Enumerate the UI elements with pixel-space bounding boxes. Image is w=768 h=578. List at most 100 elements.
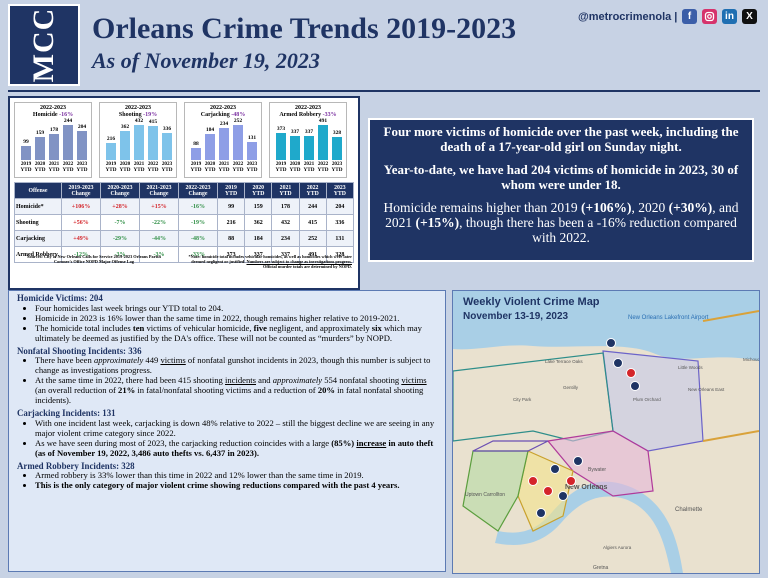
table-header-cell: 2019-2023 Change — [61, 182, 101, 199]
x-tick-label: 2021 YTD — [218, 161, 230, 173]
place-label: Gretna — [593, 565, 609, 571]
table-cell: +106% — [61, 198, 101, 215]
table-cell: +28% — [100, 198, 140, 215]
text-run: At the same time in 2022, there had been… — [35, 375, 225, 386]
bar — [21, 145, 31, 160]
incident-marker — [543, 486, 553, 496]
value-label: 88 — [193, 140, 199, 147]
table-cell: -33% — [178, 246, 218, 263]
bullet: At the same time in 2022, there had been… — [35, 375, 437, 406]
map-panel: Weekly Violent Crime Map November 13-19, … — [452, 290, 760, 574]
table-row: Armed Robbery -12% -3% -3% -33% 373 337 337 491 3… — [14, 246, 355, 263]
text-run: (85%) — [331, 437, 357, 448]
bar — [233, 125, 243, 160]
bullet: With one incident last week, carjacking … — [35, 417, 437, 439]
value-label: 131 — [247, 134, 257, 141]
table-cell: 178 — [271, 198, 300, 215]
incident-marker — [558, 491, 568, 501]
summary-paragraph: Four more victims of homicide over the p… — [382, 124, 740, 154]
bullet-list: There have been approximately 449 victim… — [17, 355, 437, 406]
chart-name: Armed Robbery — [279, 112, 322, 118]
mini-chart: 2022-2023 Armed Robbery -33% 373 2019 YTD 33… — [269, 102, 347, 178]
table-header-cell: 2022 YTD — [298, 182, 327, 199]
place-label: New Orleans — [565, 484, 608, 491]
instagram-icon[interactable] — [702, 9, 717, 24]
facebook-icon[interactable]: f — [682, 9, 697, 24]
value-label: 328 — [332, 129, 342, 136]
text-run: and — [256, 375, 273, 386]
incident-marker — [536, 508, 546, 518]
incident-marker — [573, 456, 583, 466]
x-tick-label: 2019 YTD — [20, 161, 32, 173]
table-cell: -19% — [178, 214, 218, 231]
table-cell: -7% — [100, 214, 140, 231]
bullet: Homicide in 2023 is 16% lower than the s… — [35, 313, 437, 324]
x-tick-label: 2020 YTD — [289, 161, 301, 173]
x-tick-label: 2020 YTD — [204, 161, 216, 173]
text-run: Official murder totals are determined by… — [263, 264, 352, 269]
value-label: 204 — [77, 123, 87, 130]
text-run: in fatal nonfatal shooting incidents). — [35, 385, 424, 406]
table-cell: 415 — [298, 214, 327, 231]
x-icon[interactable]: X — [742, 9, 757, 24]
value-label: 491 — [318, 118, 328, 124]
text-run: Four more victims of homicide over the p… — [383, 124, 739, 154]
bar — [63, 125, 73, 160]
chart-name: Homicide — [32, 112, 58, 118]
logo-text: MCC — [27, 7, 60, 83]
text-run: Four homicides last week brings our YTD … — [35, 302, 224, 313]
title: Orleans Crime Trends 2019-2023 — [92, 12, 517, 45]
section-heading: Armed Robbery Incidents: 328 — [17, 460, 135, 471]
instagram-glyph — [704, 11, 715, 22]
bar — [106, 142, 116, 160]
logo: MCC — [8, 4, 80, 86]
text-run: As we have seen during most of 2023, the… — [35, 437, 332, 448]
value-label: 216 — [106, 135, 116, 142]
text-run: (+15%) — [415, 215, 460, 230]
table-cell: 184 — [244, 230, 273, 247]
chart-label: Armed Robbery -33% — [270, 112, 346, 119]
bullet: As we have seen during most of 2023, the… — [35, 437, 437, 459]
table-cell: 432 — [271, 214, 300, 231]
bar — [35, 137, 45, 160]
table-cell: 362 — [244, 214, 273, 231]
text-run: *Note: homicide total includes vehicular… — [188, 254, 352, 264]
x-tick-label: 2022 YTD — [147, 161, 159, 173]
table-cell: -3% — [100, 246, 140, 263]
bar — [77, 130, 87, 160]
value-label: 252 — [233, 118, 243, 124]
text-run: With one incident last week, carjacking … — [35, 417, 435, 438]
value-label: 159 — [35, 130, 45, 137]
social-handle[interactable]: @metrocrimenola | — [578, 11, 678, 23]
table-header-cell: 2023 YTD — [325, 182, 355, 199]
table-cell: -22% — [139, 214, 179, 231]
incident-marker — [550, 464, 560, 474]
text-run: five — [253, 322, 268, 333]
stats-table: Offense 2019-2023 Change 2020-2023 Change 2… — [14, 182, 355, 263]
value-label: 244 — [63, 118, 73, 124]
x-tick-label: 2021 YTD — [303, 161, 315, 173]
chart-title: 2022-2023 — [40, 105, 66, 111]
place-label: Chalmette — [675, 507, 703, 513]
map: Weekly Violent Crime Map November 13-19, … — [453, 291, 759, 573]
x-tick-label: 2023 YTD — [76, 161, 88, 173]
bar — [49, 134, 59, 160]
text-run: in fatal/nonfatal shooting victims and a… — [135, 385, 318, 396]
chart-title: 2022-2023 — [295, 105, 321, 111]
bullet: Four homicides last week brings our YTD … — [35, 302, 437, 314]
chart-name: Carjacking — [200, 112, 230, 118]
table-cell: Armed Robbery — [14, 246, 62, 263]
chart-title: 2022-2023 — [210, 105, 236, 111]
text-run: 449 — [143, 355, 161, 366]
table-cell: Shooting — [14, 214, 62, 231]
sources: Sources: City of New Orleans Calls for S… — [27, 254, 161, 264]
linkedin-icon[interactable]: in — [722, 9, 737, 24]
bar — [318, 125, 328, 160]
incident-marker — [528, 476, 538, 486]
bar — [148, 126, 158, 160]
place-label: Gentilly — [563, 385, 579, 390]
text-run: 554 nonfatal shooting — [322, 375, 402, 386]
chart-change: -33% — [322, 112, 337, 118]
